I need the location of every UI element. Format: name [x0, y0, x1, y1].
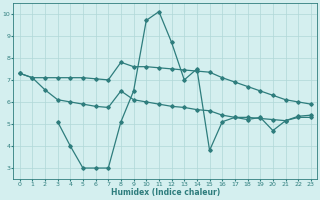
X-axis label: Humidex (Indice chaleur): Humidex (Indice chaleur)	[111, 188, 220, 197]
